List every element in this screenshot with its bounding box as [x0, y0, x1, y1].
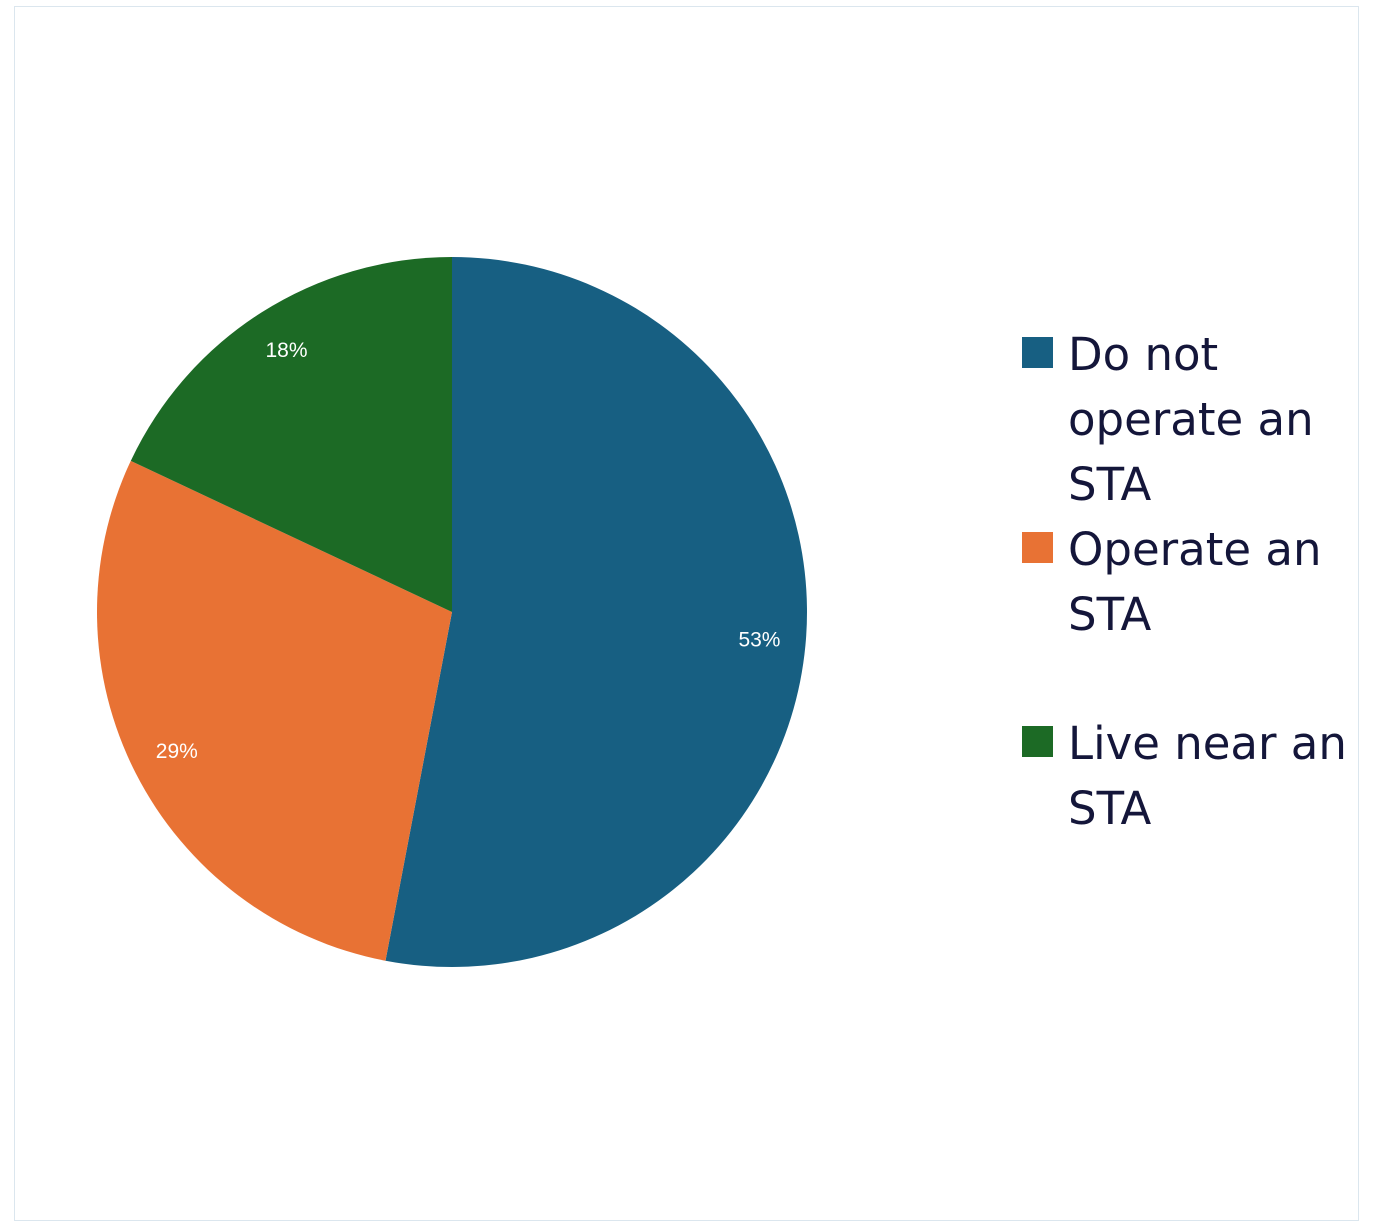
slice-label-live-near: 18%: [265, 339, 307, 362]
slice-label-do-not-operate: 53%: [738, 629, 780, 652]
legend-swatch-live-near: [1022, 726, 1053, 757]
pie-slice-live-near: [130, 257, 453, 612]
legend-label: Live near an STA: [1068, 717, 1347, 835]
pie-slice-do-not-operate: [385, 257, 808, 967]
legend-swatch-do-not-operate: [1022, 337, 1053, 368]
legend-item-operate: Operate an STA: [1022, 517, 1352, 647]
legend-swatch-operate: [1022, 532, 1053, 563]
legend-item-do-not-operate: Do not operate an STA: [1022, 322, 1352, 517]
legend-label: Do not operate an STA: [1068, 328, 1314, 511]
legend-label: Operate an STA: [1068, 523, 1322, 641]
legend-item-live-near: Live near an STA: [1022, 711, 1352, 841]
slice-label-operate: 29%: [156, 740, 198, 763]
pie-slice-operate: [96, 460, 453, 961]
legend: Do not operate an STA Operate an STA Liv…: [1022, 322, 1352, 841]
